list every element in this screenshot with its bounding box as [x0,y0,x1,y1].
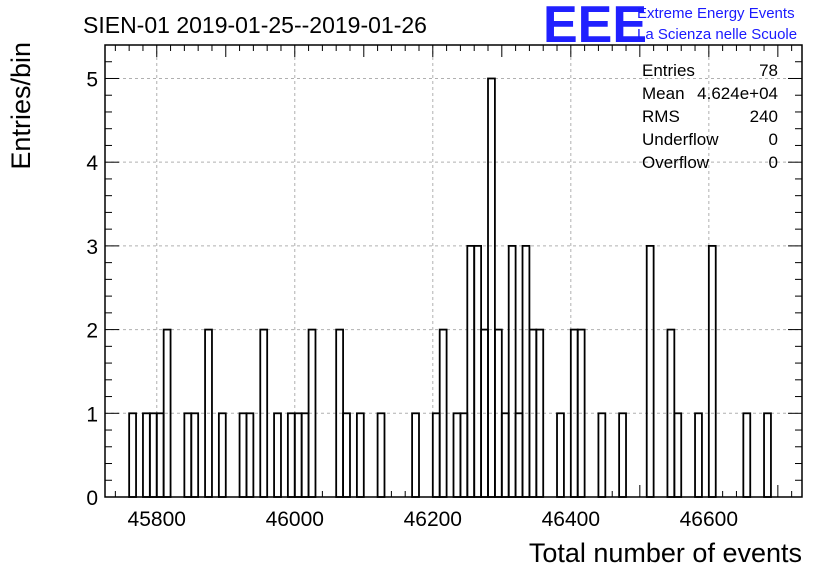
histogram-bin [487,77,496,498]
stats-entries-value: 78 [759,61,778,80]
stats-entries-label: Entries [642,61,695,80]
histogram-bin [431,412,441,498]
x-axis: 45800 46000 46200 46400 46600 [114,45,793,531]
histogram-bin [452,412,462,498]
histogram-bin [597,412,607,498]
x-axis-title: Total number of events [529,538,802,568]
histogram-bin [673,412,683,498]
x-tick-label: 45800 [128,508,186,531]
histogram-bin [645,244,655,498]
plot-frame [104,44,803,498]
histogram-bin [507,244,517,498]
histogram-bin [466,244,476,498]
histogram-bin [155,412,165,498]
histogram-bin [300,412,310,498]
histogram-bin [190,412,200,498]
y-axis: 0 1 2 3 4 5 [86,44,802,510]
histogram-bin [355,412,365,498]
histogram-bin [148,412,158,498]
histogram-bin [707,244,717,498]
y-tick-label: 3 [86,236,98,259]
stats-mean-value: 4.624e+04 [697,84,778,103]
logo-mark: EEE [543,0,647,54]
histogram-bin [286,412,296,498]
eee-logo: EEE Extreme Energy Events La Scienza nel… [543,0,797,54]
stats-rms-label: RMS [642,107,680,126]
histogram-bin [183,412,193,498]
histogram-bin [238,412,248,498]
histogram-bin [694,412,703,498]
chart-title: SIEN-01 2019-01-25--2019-01-26 [83,12,427,38]
histogram-bin [293,412,303,498]
x-tick-label: 46200 [404,508,462,531]
stats-underflow-value: 0 [769,130,778,149]
y-tick-label: 0 [86,487,98,510]
histogram-bin [376,412,386,498]
x-tick-label: 46000 [266,508,324,531]
y-tick-label: 5 [86,68,98,91]
histogram-bin [128,412,137,498]
y-axis-title: Entries/bin [6,42,36,170]
histogram-bin [556,412,565,498]
histogram-bin [217,412,227,498]
histogram-bin [763,412,772,498]
histogram-bin [618,412,627,498]
histogram-bin [342,412,351,498]
histogram-bin [245,412,255,498]
histogram-bin [273,412,282,498]
histogram-bin [459,412,469,498]
histogram-bin [411,412,420,498]
y-tick-label: 4 [86,152,98,175]
x-tick-label: 46600 [680,508,738,531]
histogram-bin [142,412,151,498]
histogram-bin [521,244,531,498]
logo-line2: La Scienza nelle Scuole [637,26,797,43]
stats-overflow-label: Overflow [642,153,710,172]
histogram-bin [500,412,510,498]
stats-box: Entries 78 Mean 4.624e+04 RMS 240 Underf… [642,61,778,172]
y-tick-label: 2 [86,320,98,343]
stats-mean-label: Mean [642,84,685,103]
x-tick-label: 46400 [542,508,600,531]
histogram-bin [514,412,524,498]
stats-rms-value: 240 [750,107,778,126]
histogram-bin [473,244,483,498]
histogram-bin [742,412,752,498]
stats-overflow-value: 0 [769,153,778,172]
y-tick-label: 1 [86,403,98,426]
stats-underflow-label: Underflow [642,130,719,149]
logo-line1: Extreme Energy Events [637,5,795,22]
